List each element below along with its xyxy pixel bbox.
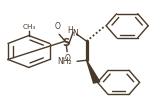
Text: O: O bbox=[55, 22, 61, 31]
Polygon shape bbox=[87, 60, 100, 83]
Text: H: H bbox=[67, 26, 73, 35]
Text: N: N bbox=[72, 29, 78, 38]
Text: CH₃: CH₃ bbox=[22, 24, 36, 30]
Text: O: O bbox=[64, 54, 70, 63]
Text: NH₂: NH₂ bbox=[57, 57, 72, 66]
Text: S: S bbox=[63, 38, 70, 48]
